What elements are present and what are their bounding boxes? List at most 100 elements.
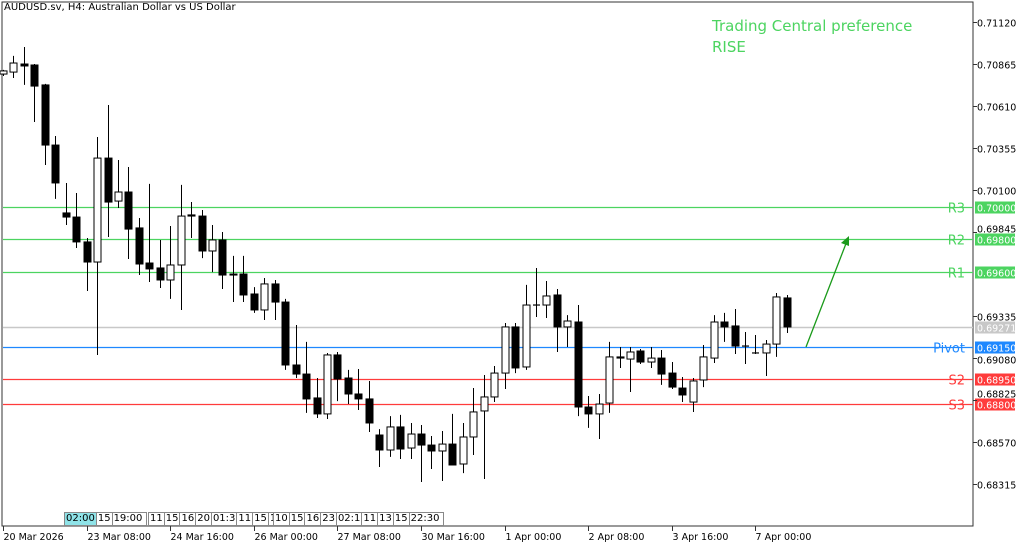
candle [459, 422, 468, 474]
session-tag[interactable]: 15 [95, 512, 112, 526]
session-tag[interactable]: 20 [195, 512, 211, 526]
session-tag[interactable]: 22:30 [408, 512, 445, 526]
candle-body [731, 325, 740, 347]
candle [407, 422, 416, 460]
candle [762, 339, 771, 377]
preference-direction: RISE [712, 38, 746, 56]
candle-body [699, 356, 708, 381]
candle [323, 352, 332, 420]
session-tag[interactable]: 11 [236, 512, 253, 526]
candle-body [574, 321, 583, 408]
candle [480, 375, 489, 479]
candle-body [208, 239, 217, 252]
candle [271, 279, 280, 321]
session-tag[interactable]: 15 [252, 512, 268, 526]
level-price: 0.69600 [977, 269, 1016, 280]
x-tick-label: 24 Mar 16:00 [171, 532, 234, 543]
candle-body [83, 241, 92, 263]
candle-body [678, 387, 687, 396]
candle-body [302, 373, 311, 400]
candle [375, 429, 384, 467]
candle-body [365, 398, 374, 424]
candle [720, 312, 729, 342]
y-tick-label: 0.70100 [977, 187, 1016, 198]
session-tag[interactable]: 13 [377, 512, 393, 526]
candle-body [595, 403, 604, 415]
candle [177, 184, 186, 310]
candle [689, 378, 698, 412]
candle [333, 351, 342, 402]
level-price: 0.69150 [977, 344, 1016, 355]
session-tag[interactable]: 16 [179, 512, 196, 526]
session-tag[interactable]: 16 [304, 512, 321, 526]
candle-body [720, 321, 729, 328]
y-tick-label: 0.68825 [977, 390, 1016, 401]
session-tag[interactable]: 10 [273, 512, 289, 526]
session-tag[interactable]: 11 [361, 512, 378, 526]
candle-body [177, 215, 186, 266]
candle-body [375, 434, 384, 451]
candle-body [250, 293, 259, 311]
candle-body [783, 297, 792, 328]
candle [501, 322, 510, 390]
y-tick-label: 0.69080 [977, 356, 1016, 367]
y-tick-label: 0.68315 [977, 481, 1016, 492]
session-tag[interactable]: 15 [392, 512, 409, 526]
candle-body [292, 364, 301, 375]
candle [616, 347, 625, 368]
level-name: R1 [948, 267, 965, 282]
preference-label: Trading Central preference [712, 17, 913, 35]
session-tag[interactable]: 15 [163, 512, 180, 526]
candle-body [187, 214, 196, 217]
candle-body [605, 356, 614, 404]
candle-body [417, 433, 426, 446]
candle-body [553, 294, 562, 328]
candle [448, 413, 457, 466]
session-tag-group: 10 15 16 23 02:1 11 13 15 22:30 [273, 512, 445, 526]
level-price-badge [975, 266, 1015, 279]
level-price-badge [975, 373, 1015, 386]
candle-body [616, 356, 625, 359]
candle [595, 393, 604, 439]
candle-body [542, 295, 551, 306]
candle [260, 278, 269, 321]
y-tick-label: 0.69845 [977, 225, 1016, 236]
candle [302, 341, 311, 413]
candle-body [0, 70, 8, 75]
candle [710, 315, 719, 364]
candle [386, 416, 395, 457]
candle-body [145, 262, 154, 270]
session-tag[interactable]: 02:00 [64, 512, 96, 526]
candle-body [281, 301, 290, 366]
session-tag[interactable]: 23 [320, 512, 336, 526]
candle [533, 267, 540, 318]
session-tag[interactable]: 15 [288, 512, 305, 526]
y-tick-label: 0.68570 [977, 439, 1016, 450]
candle [62, 182, 71, 225]
session-tag[interactable]: 11 [148, 512, 164, 526]
x-tick-label: 1 Apr 00:00 [506, 532, 562, 543]
candle [396, 414, 405, 460]
candle-body [30, 64, 39, 87]
x-tick-label: 26 Mar 00:00 [255, 532, 318, 543]
candle-body [469, 411, 478, 438]
session-tag[interactable]: 02:1 [335, 512, 362, 526]
level-name: S3 [948, 399, 965, 414]
candle-body [501, 326, 510, 374]
y-tick-label: 0.71120 [977, 19, 1016, 30]
candle-body [239, 273, 248, 296]
candle [30, 64, 39, 122]
candle [9, 55, 18, 79]
candle-body [271, 283, 280, 303]
candle [114, 160, 123, 208]
x-tick-label: 20 Mar 2026 [4, 532, 64, 543]
chart-title: AUDUSD.sv, H4: Australian Dollar vs US D… [4, 2, 236, 13]
y-tick-label: 0.70865 [977, 61, 1016, 72]
candle [438, 431, 447, 481]
candle-body [124, 191, 133, 230]
x-tick-label: 7 Apr 00:00 [756, 532, 812, 543]
candle [145, 183, 154, 282]
session-tag[interactable]: 19:00 [111, 512, 148, 526]
session-tag[interactable]: 01:3 [210, 512, 237, 526]
